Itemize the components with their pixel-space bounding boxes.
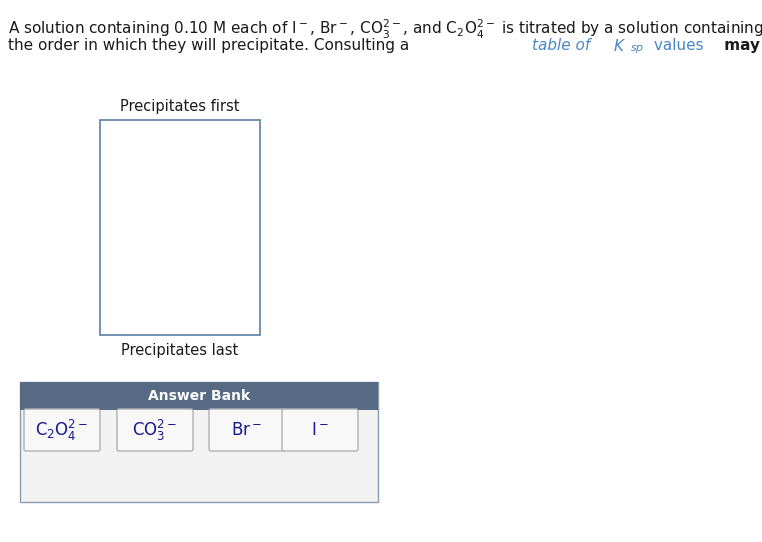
Text: table of: table of [532,38,595,53]
Text: $\it{sp}$: $\it{sp}$ [630,43,645,55]
Text: C$_2$O$_4^{2-}$: C$_2$O$_4^{2-}$ [35,417,88,443]
Text: Precipitates first: Precipitates first [120,99,240,114]
Text: values: values [648,38,703,53]
FancyBboxPatch shape [24,409,100,451]
Text: I$^-$: I$^-$ [311,421,329,439]
Text: may be helpful.: may be helpful. [719,38,762,53]
Text: A solution containing 0.10 M each of I$^-$, Br$^-$, CO$_3^{2-}$, and C$_2$O$_4^{: A solution containing 0.10 M each of I$^… [8,18,762,41]
Text: the order in which they will precipitate. Consulting a: the order in which they will precipitate… [8,38,414,53]
Bar [20,382,378,502]
Text: Br$^-$: Br$^-$ [232,421,263,439]
Bar [20,382,378,410]
FancyBboxPatch shape [209,409,285,451]
Text: CO$_3^{2-}$: CO$_3^{2-}$ [133,417,178,443]
Text: Answer Bank: Answer Bank [148,389,250,403]
Text: Precipitates last: Precipitates last [121,343,239,358]
FancyBboxPatch shape [117,409,193,451]
Bar [100,120,260,335]
FancyBboxPatch shape [282,409,358,451]
Text: $\it{K}$: $\it{K}$ [613,38,626,54]
